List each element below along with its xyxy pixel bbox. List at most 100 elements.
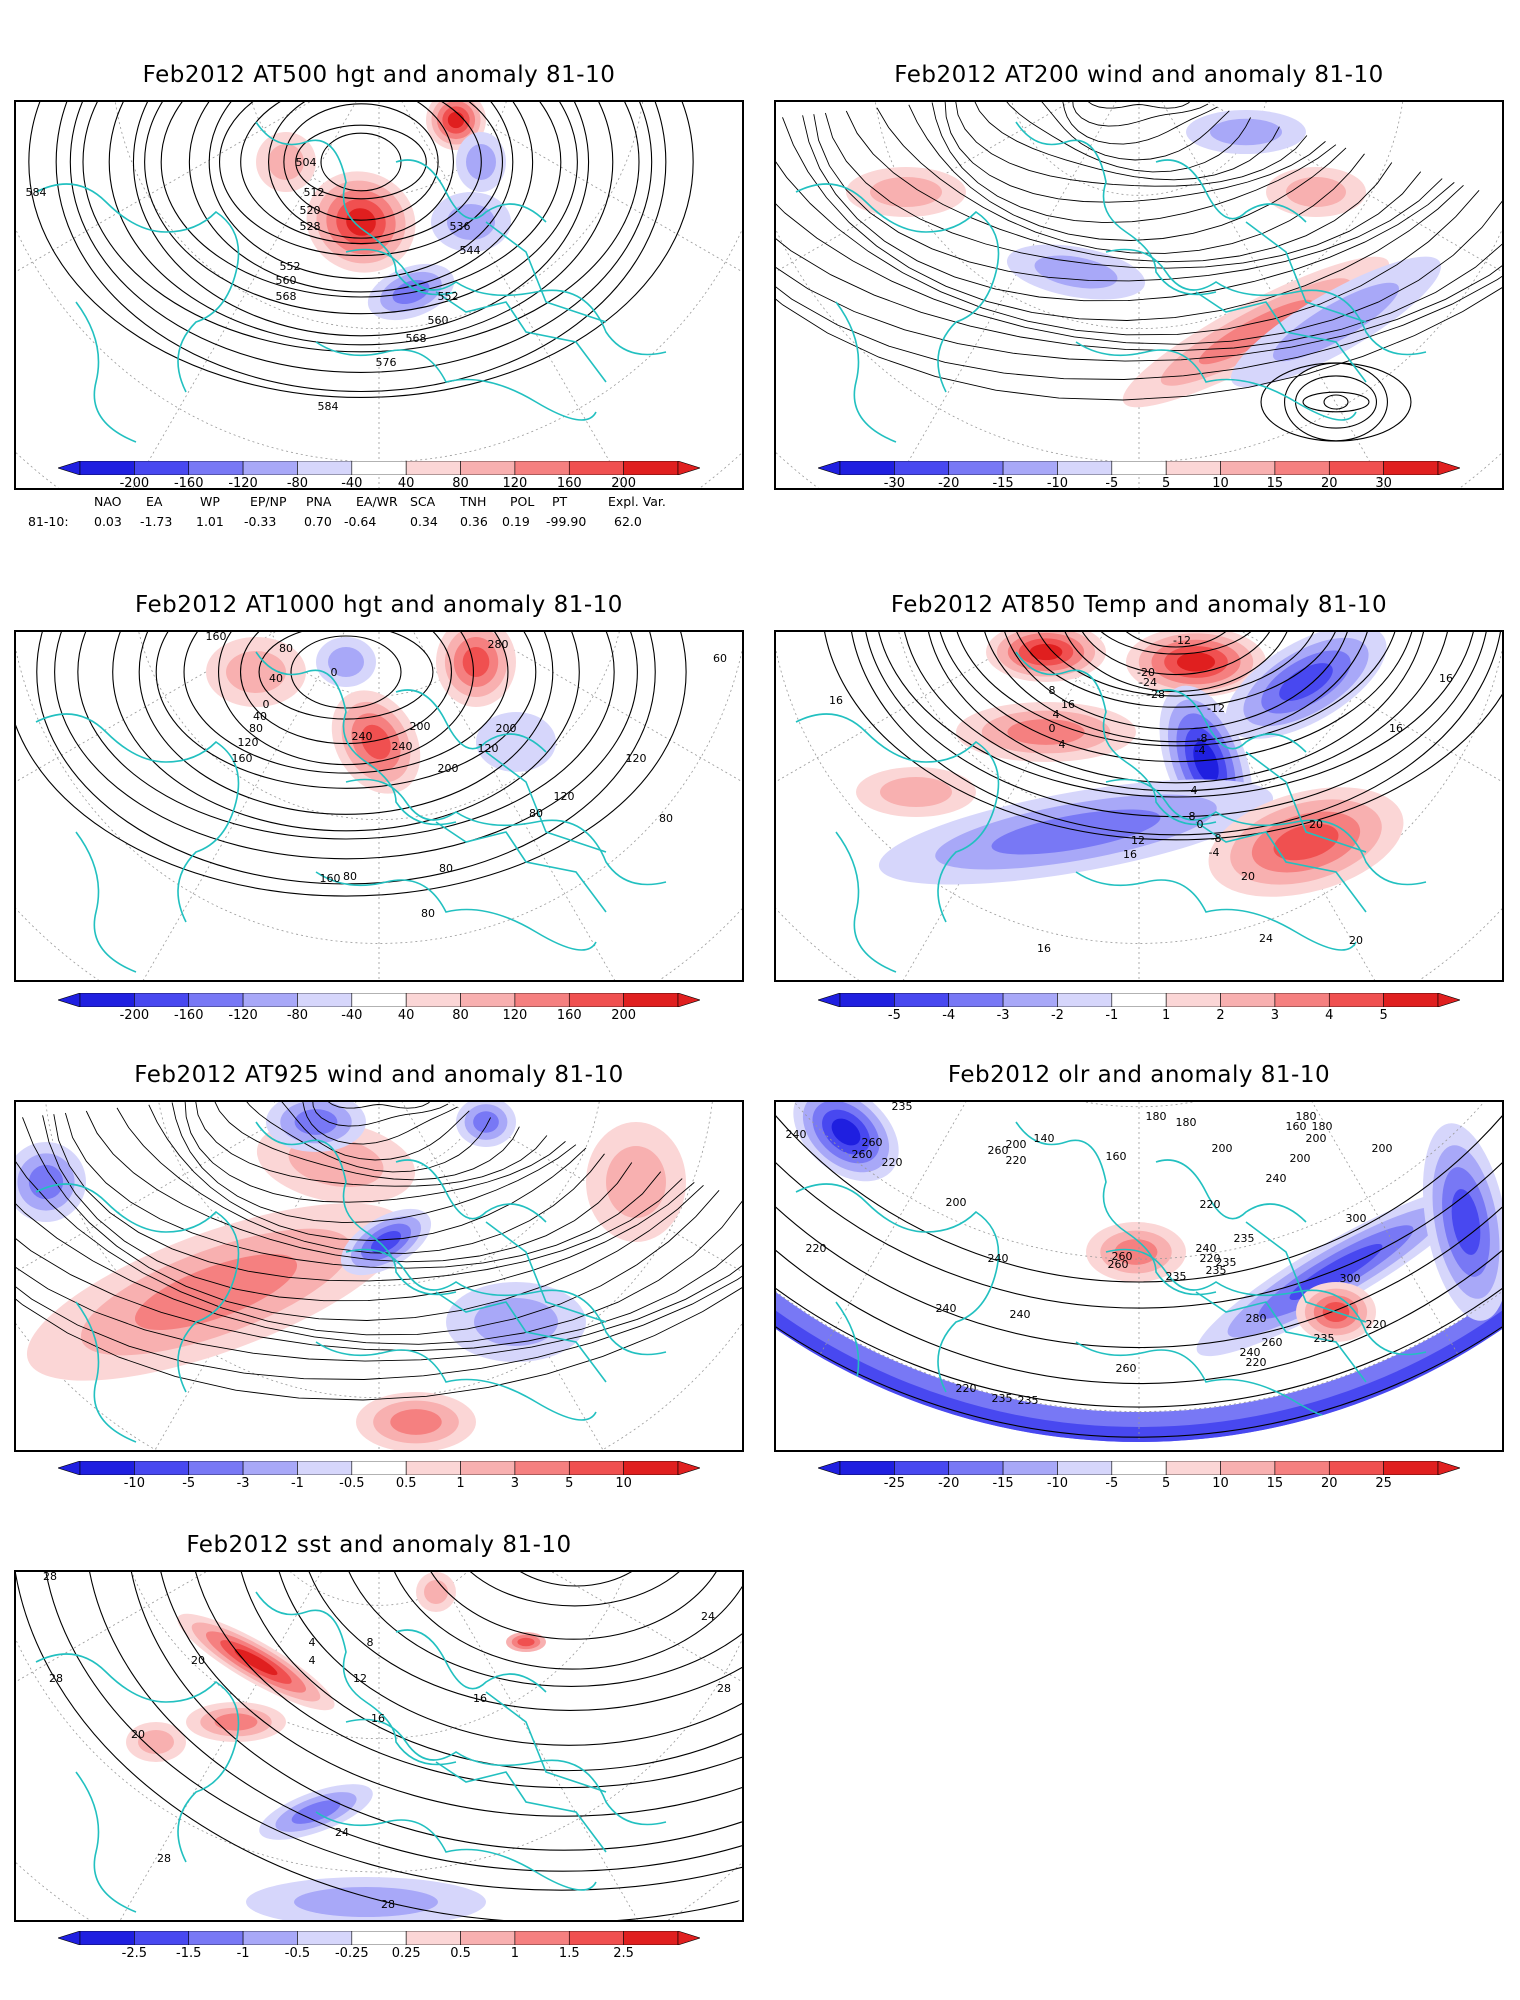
colorbar-segment <box>460 992 516 1008</box>
contour-label: 24 <box>335 1826 349 1839</box>
contour-line <box>239 632 453 745</box>
contour-label: 180 <box>1176 1116 1197 1129</box>
colorbar-segment <box>1057 1460 1113 1476</box>
contour-label: 8 <box>1049 684 1056 697</box>
colorbar-tick-label: 200 <box>611 1008 637 1023</box>
anomaly-shading <box>1193 741 1219 783</box>
contour-line <box>320 132 402 192</box>
colorbar-segment <box>351 1460 407 1476</box>
coastline <box>315 1811 597 1891</box>
contour-label: 20 <box>1309 818 1323 831</box>
contour-line <box>900 632 1452 792</box>
colorbar-tick-label: 5 <box>1379 1008 1388 1023</box>
coastline <box>395 689 547 753</box>
colorbar-tick-label: -5 <box>182 1476 196 1491</box>
coastline <box>435 1761 607 1853</box>
contour-label: 520 <box>300 204 321 217</box>
colorbar-segment <box>623 1460 679 1476</box>
teleconnection-header: POL <box>510 494 535 509</box>
contour-line <box>935 632 1417 763</box>
coastline <box>485 1221 607 1323</box>
contour-label: 240 <box>786 1128 807 1141</box>
contour-label: 200 <box>438 762 459 775</box>
contour-label: 16 <box>829 694 843 707</box>
contour-label: 240 <box>392 740 413 753</box>
longitude-gridline <box>378 1572 660 1920</box>
colorbar-tick-label: -5 <box>1105 476 1119 491</box>
contour-label: 235 <box>1314 1332 1335 1345</box>
colorbar-segment <box>514 1460 570 1476</box>
streamline <box>972 102 1280 181</box>
coastline <box>835 831 897 973</box>
contour-label: 80 <box>421 907 435 920</box>
colorbar-segment <box>568 992 624 1008</box>
contour-line <box>132 102 590 337</box>
contour-line <box>444 1572 705 1607</box>
colorbar-segment <box>1002 460 1058 476</box>
anomaly-shading <box>234 1648 278 1676</box>
panel-at200: Feb2012 AT200 wind and anomaly 81-10 <box>774 62 1504 532</box>
contour-label: 536 <box>450 220 471 233</box>
coastline <box>255 1591 457 1766</box>
colorbar-arrow-left <box>57 460 81 476</box>
colorbar-segment <box>894 460 950 476</box>
colorbar-tick-label: 1.5 <box>558 1946 580 1961</box>
contour-label: 260 <box>862 1136 883 1149</box>
colorbar-segment <box>188 1460 244 1476</box>
coastline <box>1195 1291 1367 1383</box>
contour-line <box>218 102 504 257</box>
colorbar-segment <box>1057 992 1113 1008</box>
contour-line <box>1009 632 1343 708</box>
anomaly-shading <box>214 1713 258 1731</box>
streamline <box>300 1102 458 1145</box>
contour-line <box>218 632 474 766</box>
streamline <box>323 1102 433 1109</box>
colorbar-tick-label: -160 <box>173 476 204 491</box>
contour-label: 280 <box>488 638 509 651</box>
colorbar-tick-label: 2 <box>1216 1008 1225 1023</box>
colorbar-tick-label: -10 <box>123 1476 145 1491</box>
contour-label: 4 <box>1053 708 1060 721</box>
contour-label: 300 <box>1340 1272 1361 1285</box>
contour-label: 0 <box>331 666 338 679</box>
colorbar-arrow-left <box>57 1460 81 1476</box>
contour-label: -20 <box>1137 666 1155 679</box>
colorbar-tick-label: -20 <box>938 476 960 491</box>
coastline <box>75 1301 137 1443</box>
anomaly-shading <box>473 1111 499 1133</box>
teleconnection-value: 0.19 <box>502 514 530 529</box>
contour-line <box>125 1572 742 1851</box>
colorbar-tick-label: -10 <box>1046 476 1069 491</box>
streamline <box>824 112 1422 269</box>
coastline <box>35 1183 240 1393</box>
colorbar-tick-label: -1 <box>236 1946 250 1961</box>
colorbar-svg <box>57 1930 701 1946</box>
colorbar-segment <box>460 1460 516 1476</box>
streamline <box>955 102 1308 187</box>
contour-label: 160 <box>1106 1150 1127 1163</box>
contour-line <box>951 632 1401 747</box>
colorbar-labels: -200 -160 -120 -80 -40 40 80 120 160 200 <box>58 476 700 494</box>
contour-label: 40 <box>269 672 283 685</box>
streamline <box>1072 102 1209 127</box>
panel-sst: Feb2012 sst and anomaly 81-10 28 28 20 4 8 4 1… <box>14 1532 744 1972</box>
colorbar-tick-label: -40 <box>341 1008 363 1023</box>
contour-line <box>1030 632 1322 697</box>
contour-label: -4 <box>1209 846 1220 859</box>
streamline <box>16 1125 742 1352</box>
colorbar-arrow-right <box>677 1460 701 1476</box>
contour-line <box>776 1102 1502 1283</box>
contour-label: 584 <box>26 186 47 199</box>
colorbar-tick-label: -40 <box>341 476 363 491</box>
streamline <box>184 1102 566 1203</box>
contour-label: 568 <box>276 290 297 303</box>
streamline <box>16 1120 720 1336</box>
contour-label: 235 <box>892 1102 913 1113</box>
hemisphere-layer <box>16 1102 742 1450</box>
anomaly-shading <box>831 1118 861 1146</box>
colorbar-tick-label: -3 <box>996 1008 1010 1023</box>
coastline <box>35 713 240 923</box>
coastline <box>345 1248 667 1356</box>
anomaly-shading <box>1273 282 1399 362</box>
